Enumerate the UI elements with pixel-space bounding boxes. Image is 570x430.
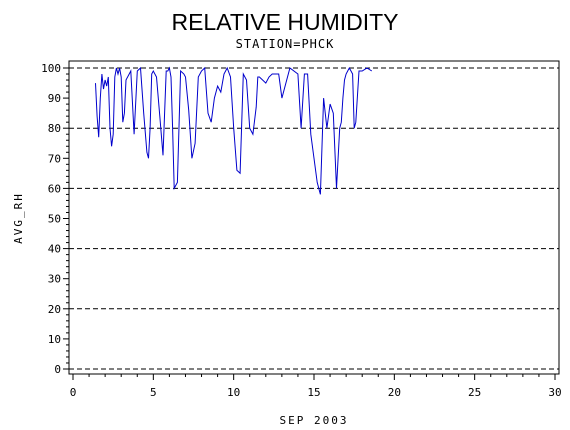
x-tick-label-0: 0 (70, 386, 77, 399)
data-series (95, 66, 373, 195)
x-tick-label-5: 5 (150, 386, 157, 399)
y-tick-label-40: 40 (48, 243, 61, 256)
y-tick-label-100: 100 (41, 62, 61, 75)
y-tick-label-90: 90 (48, 92, 61, 105)
x-tick-label-25: 25 (468, 386, 481, 399)
x-axis: 0 5 10 15 20 25 30 (70, 374, 562, 399)
x-tick-label-10: 10 (227, 386, 240, 399)
series-line-0 (95, 66, 373, 195)
x-tick-label-30: 30 (548, 386, 561, 399)
y-tick-label-50: 50 (48, 213, 61, 226)
y-tick-label-10: 10 (48, 333, 61, 346)
x-tick-label-20: 20 (388, 386, 401, 399)
chart-title: RELATIVE HUMIDITY (171, 9, 398, 35)
y-tick-label-80: 80 (48, 122, 61, 135)
y-tick-label-30: 30 (48, 273, 61, 286)
y-tick-label-60: 60 (48, 182, 61, 195)
grid-lines (69, 67, 559, 370)
chart-subtitle: STATION=PHCK (236, 37, 335, 51)
x-tick-label-15: 15 (307, 386, 320, 399)
plot-frame (68, 60, 560, 375)
y-tick-label-20: 20 (48, 303, 61, 316)
y-tick-label-0: 0 (54, 363, 61, 376)
y-axis-label: AVG_RH (12, 192, 25, 244)
y-tick-label-70: 70 (48, 152, 61, 165)
x-axis-label: SEP 2003 (280, 414, 349, 427)
y-axis: 0 10 20 30 40 50 60 70 80 90 100 (41, 62, 69, 376)
